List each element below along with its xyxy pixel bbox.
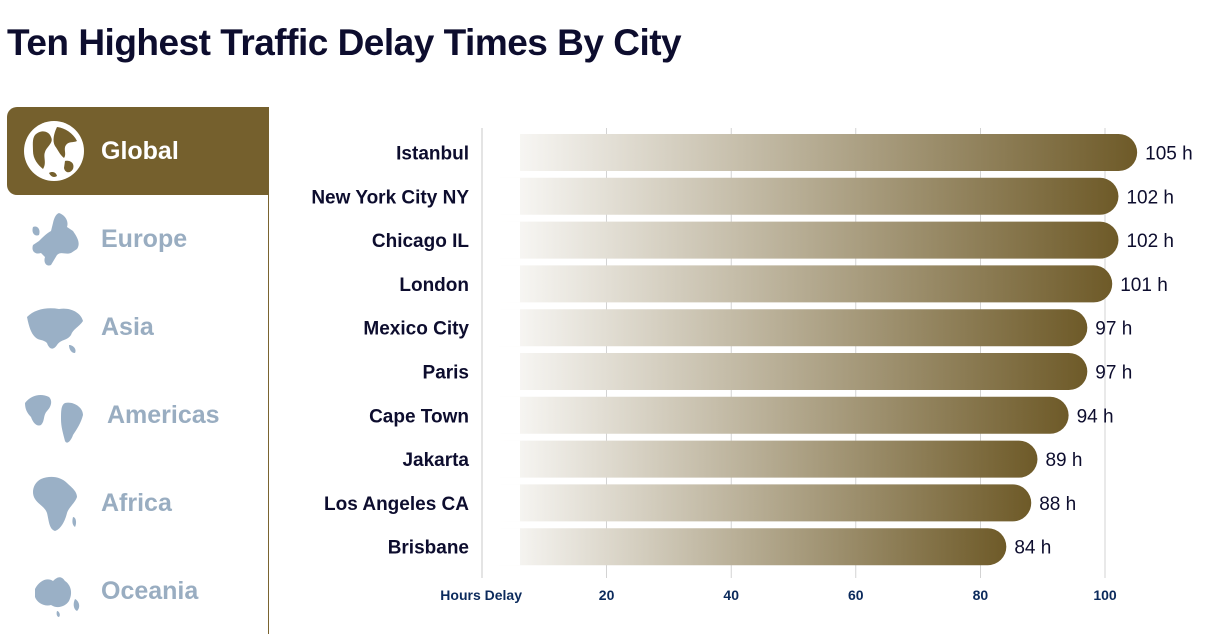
- tab-europe[interactable]: Europe: [7, 195, 269, 283]
- bar: [483, 353, 1088, 390]
- chart-svg: Istanbul 105 h New York City NY 102 h Chicag…: [311, 128, 1193, 603]
- bar-left-cap: [483, 309, 520, 347]
- tab-global[interactable]: Global: [7, 107, 269, 195]
- value-label: 84 h: [1014, 538, 1051, 559]
- globe-icon: [24, 121, 84, 181]
- bar: [483, 265, 1113, 303]
- value-label: 97 h: [1095, 363, 1132, 384]
- category-label: London: [399, 275, 469, 296]
- category-label: Jakarta: [402, 450, 469, 471]
- bar-left-cap: [483, 134, 520, 171]
- category-label: Mexico City: [363, 319, 469, 340]
- bar-left-cap: [483, 353, 520, 390]
- bar-left-cap: [483, 484, 520, 522]
- bar-left-cap: [483, 440, 520, 478]
- value-label: 102 h: [1126, 187, 1174, 208]
- category-label: New York City NY: [311, 187, 469, 208]
- value-label: 89 h: [1045, 450, 1082, 471]
- bar-left-cap: [483, 221, 520, 259]
- tab-oceania[interactable]: Oceania: [7, 547, 269, 635]
- value-label: 101 h: [1120, 275, 1168, 296]
- bar: [483, 309, 1088, 347]
- category-label: Los Angeles CA: [324, 494, 469, 515]
- sidebar-divider: [268, 195, 269, 634]
- x-tick-label: 20: [599, 587, 615, 603]
- bar: [483, 484, 1032, 522]
- bar: [483, 396, 1069, 434]
- asia-map-icon: [27, 308, 83, 353]
- region-sidebar: Global Europe Asia Americas Africa: [0, 107, 270, 634]
- x-axis-label: Hours Delay: [440, 587, 522, 603]
- value-label: 105 h: [1145, 144, 1193, 165]
- delay-bar-chart: Istanbul 105 h New York City NY 102 h Chicag…: [282, 120, 1206, 620]
- x-tick-label: 60: [848, 587, 864, 603]
- category-label: Istanbul: [396, 144, 469, 165]
- bar: [483, 177, 1119, 215]
- value-label: 94 h: [1077, 406, 1114, 427]
- europe-map-icon: [32, 213, 79, 266]
- value-label: 97 h: [1095, 319, 1132, 340]
- tab-label-americas: Americas: [107, 400, 220, 429]
- bar: [483, 221, 1119, 259]
- bar-left-cap: [483, 528, 520, 566]
- tab-americas[interactable]: Americas: [7, 371, 269, 459]
- bar-left-cap: [483, 265, 520, 303]
- bar-left-cap: [483, 177, 520, 215]
- category-label: Chicago IL: [372, 231, 470, 252]
- tab-africa[interactable]: Africa: [7, 459, 269, 547]
- tab-label-asia: Asia: [101, 312, 154, 341]
- category-label: Cape Town: [369, 406, 469, 427]
- x-tick-label: 100: [1093, 587, 1117, 603]
- bar: [483, 134, 1138, 171]
- value-label: 88 h: [1039, 494, 1076, 515]
- category-label: Paris: [423, 363, 469, 384]
- bar: [483, 528, 1007, 566]
- bar-left-cap: [483, 396, 520, 434]
- page-title: Ten Highest Traffic Delay Times By City: [7, 22, 682, 63]
- value-label: 102 h: [1126, 231, 1174, 252]
- americas-map-icon: [25, 395, 83, 443]
- tab-asia[interactable]: Asia: [7, 283, 269, 371]
- africa-map-icon: [33, 476, 77, 531]
- tab-label-oceania: Oceania: [101, 576, 199, 605]
- tab-label-africa: Africa: [101, 488, 172, 517]
- oceania-map-icon: [35, 577, 80, 617]
- tab-label-global: Global: [101, 136, 179, 165]
- bar: [483, 440, 1038, 478]
- tab-label-europe: Europe: [101, 224, 188, 253]
- category-label: Brisbane: [388, 538, 469, 559]
- x-tick-label: 80: [973, 587, 989, 603]
- x-tick-label: 40: [723, 587, 739, 603]
